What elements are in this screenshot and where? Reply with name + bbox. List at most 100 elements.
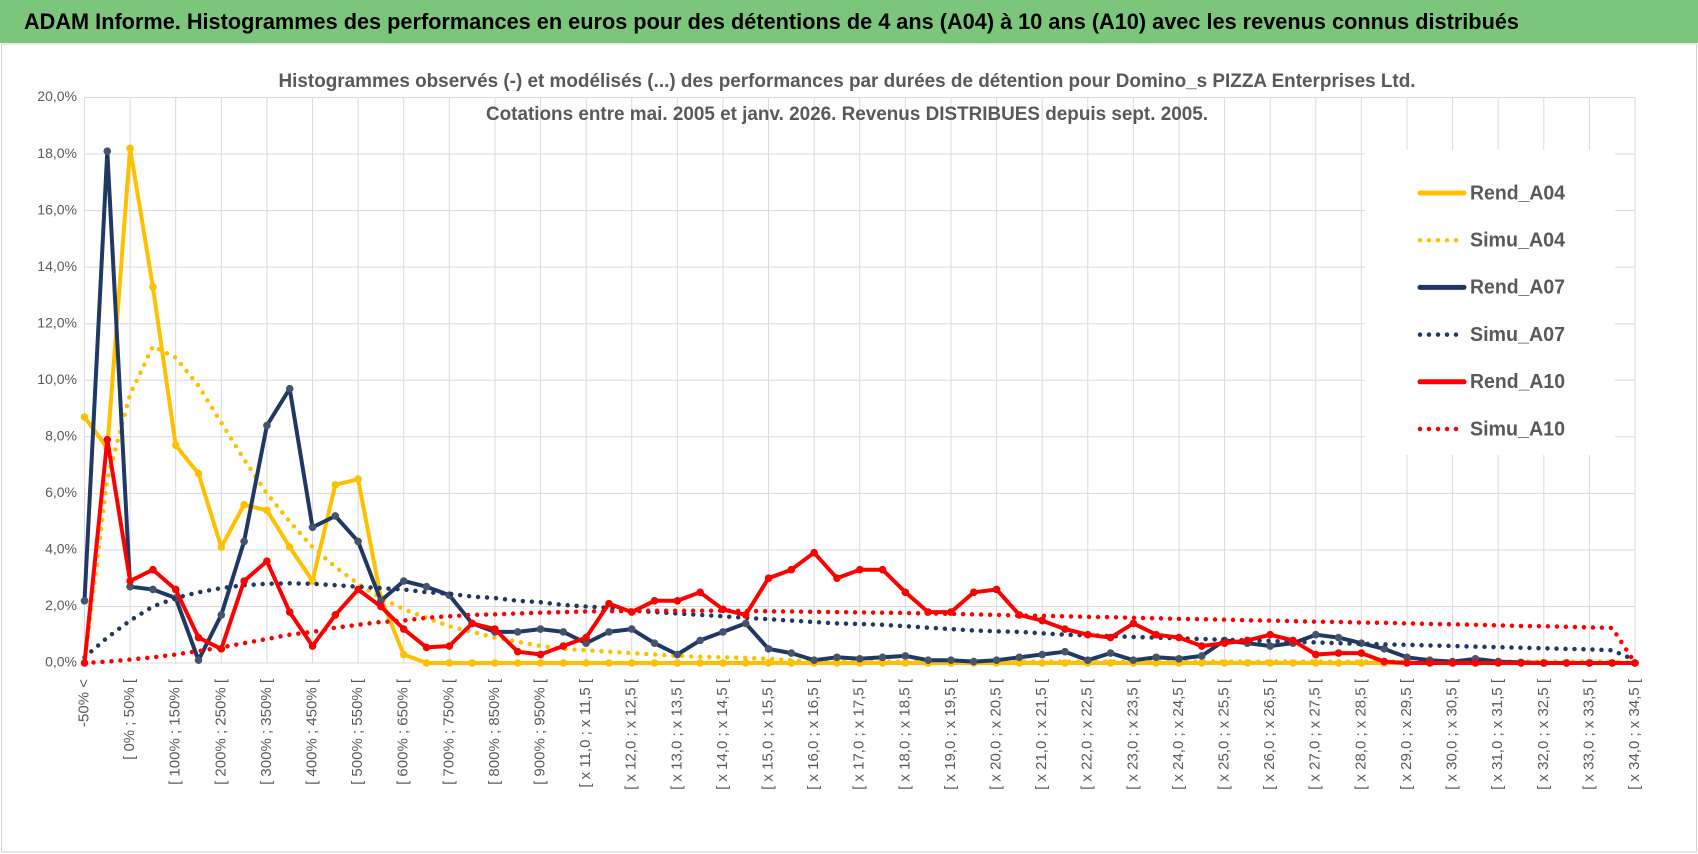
series-marker <box>1175 654 1183 663</box>
x-tick-label: [ x 32,0 ; x 32,5 [ <box>1535 678 1552 790</box>
x-tick-label: [ 600% ; 650% [ <box>395 678 412 785</box>
series-marker <box>445 659 454 667</box>
series-marker <box>536 650 545 659</box>
series-marker <box>1289 636 1297 645</box>
legend-label: Rend_A10 <box>1470 371 1565 393</box>
legend-label: Rend_A04 <box>1470 182 1566 204</box>
series-marker <box>1380 645 1388 653</box>
legend-label: Simu_A10 <box>1470 418 1565 440</box>
series-marker <box>308 577 317 585</box>
series-marker <box>217 611 226 619</box>
series-marker <box>354 537 362 546</box>
y-tick-label: 18,0% <box>37 145 77 161</box>
series-marker <box>126 577 134 585</box>
series-marker <box>810 548 818 557</box>
x-tick-label: [ x 31,0 ; x 31,5 [ <box>1489 678 1506 790</box>
series-marker <box>696 588 704 597</box>
x-tick-label: [ x 17,0 ; x 17,5 [ <box>851 678 868 790</box>
x-tick-label: [ 900% ; 950% [ <box>531 678 548 785</box>
x-tick-label: [ x 13,0 ; x 13,5 [ <box>668 678 685 790</box>
series-marker <box>194 469 203 478</box>
series-marker <box>924 656 932 664</box>
series-marker <box>559 642 568 650</box>
x-tick-label: [ x 14,0 ; x 14,5 [ <box>714 678 731 790</box>
series-marker <box>741 659 750 667</box>
series-marker <box>1197 652 1206 660</box>
series-marker <box>468 619 476 628</box>
x-tick-label: [ x 29,0 ; x 29,5 [ <box>1398 678 1415 790</box>
series-marker <box>491 659 499 667</box>
x-tick-label: -50% < <box>75 679 92 727</box>
series-marker <box>1471 659 1480 667</box>
series-marker <box>764 659 773 667</box>
series-marker <box>1197 642 1206 650</box>
series-marker <box>878 653 887 662</box>
series-marker <box>331 512 340 520</box>
series-marker <box>103 147 112 156</box>
series-marker <box>1562 659 1571 667</box>
series-marker <box>1083 630 1092 639</box>
y-tick-label: 4,0% <box>45 541 77 557</box>
series-marker <box>536 625 545 633</box>
series-marker <box>1106 633 1115 642</box>
series-marker <box>627 625 636 633</box>
series-marker <box>1494 659 1502 667</box>
series-marker <box>878 565 887 574</box>
x-tick-label: [ x 20,0 ; x 20,5 [ <box>988 678 1005 790</box>
series-marker <box>80 596 89 605</box>
y-tick-label: 16,0% <box>37 201 77 217</box>
header-title: ADAM Informe. Histogrammes des performan… <box>24 9 1519 34</box>
series-marker <box>1631 659 1639 667</box>
series-marker <box>764 645 773 653</box>
legend-label: Simu_A04 <box>1470 229 1566 251</box>
series-marker <box>696 636 704 645</box>
series-marker <box>149 565 157 574</box>
series-marker <box>513 647 522 656</box>
series-marker <box>1061 647 1069 656</box>
series-marker <box>194 633 203 642</box>
x-tick-label: [ x 23,0 ; x 23,5 [ <box>1124 678 1141 790</box>
series-marker <box>650 596 659 605</box>
series-marker <box>1061 659 1069 667</box>
series-marker <box>331 611 340 619</box>
series-marker <box>308 642 317 650</box>
series-marker <box>650 659 659 667</box>
chart-subtitle: Cotations entre mai. 2005 et janv. 2026.… <box>486 104 1208 125</box>
series-marker <box>263 421 271 430</box>
series-marker <box>605 628 613 636</box>
series-line <box>82 344 1638 666</box>
x-tick-label: [ x 18,0 ; x 18,5 [ <box>896 678 913 790</box>
series-marker <box>741 619 750 628</box>
series-marker <box>1015 653 1024 662</box>
series-marker <box>1175 633 1183 642</box>
series-marker <box>263 557 271 566</box>
series-marker <box>240 537 248 546</box>
series-marker <box>764 574 773 582</box>
y-tick-label: 14,0% <box>37 258 77 274</box>
series-marker <box>536 659 545 667</box>
series-marker <box>582 659 590 667</box>
series-marker <box>992 585 1001 594</box>
series-marker <box>1015 659 1024 667</box>
series-marker <box>240 577 248 585</box>
series-marker <box>331 481 340 489</box>
series-marker <box>422 659 431 667</box>
x-tick-label: [ x 19,0 ; x 19,5 [ <box>942 678 959 790</box>
x-tick-label: [ x 34,0 ; x 34,5 [ <box>1626 678 1643 790</box>
series-marker <box>810 656 818 664</box>
series-marker <box>650 639 659 648</box>
y-tick-label: 12,0% <box>37 314 77 330</box>
series-marker <box>513 659 522 667</box>
x-tick-label: [ 400% ; 450% [ <box>303 678 320 785</box>
series-marker <box>1083 656 1092 664</box>
series-marker <box>149 585 157 594</box>
series-marker <box>1038 650 1046 659</box>
series-marker <box>1129 656 1138 664</box>
series-marker <box>468 659 476 667</box>
x-tick-label: [ x 21,0 ; x 21,5 [ <box>1033 678 1050 790</box>
x-tick-label: [ x 26,0 ; x 26,5 [ <box>1261 678 1278 790</box>
series-marker <box>171 441 180 450</box>
series-marker <box>605 659 613 667</box>
series-marker <box>1220 639 1229 648</box>
